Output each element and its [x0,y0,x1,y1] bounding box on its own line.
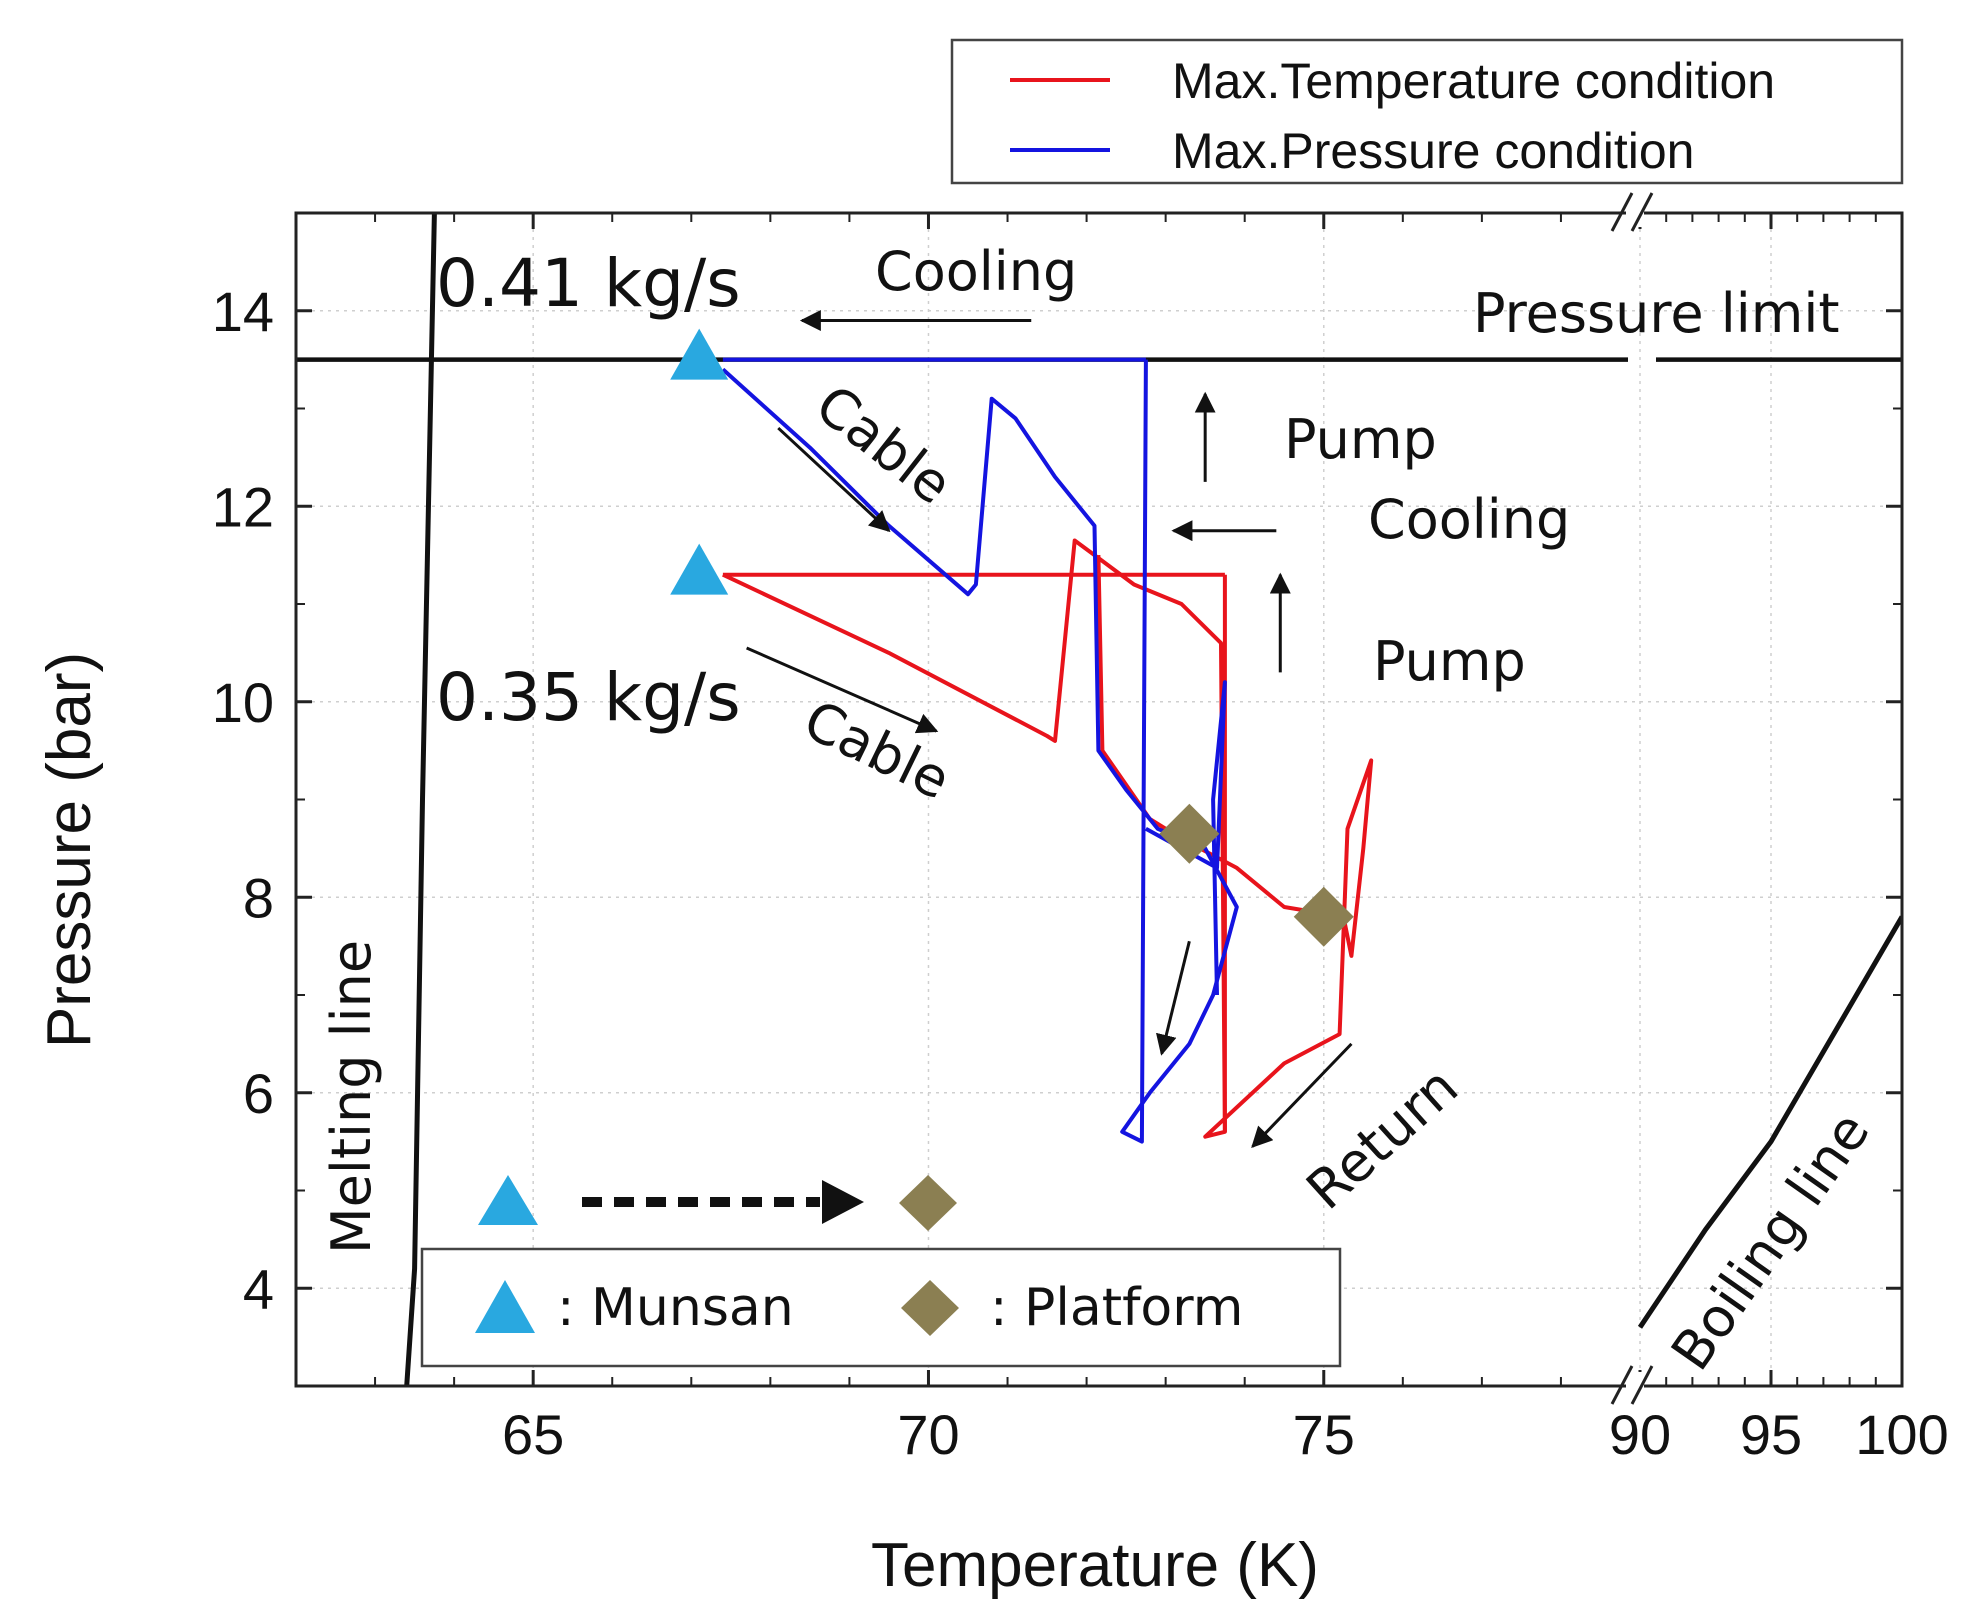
platform-marker [1159,803,1220,864]
series-pressure-line [721,359,1239,1144]
flow-rate-label-041: 0.41 kg/s [436,245,741,322]
boiling-line [1637,915,1902,1329]
y-tick-label: 14 [212,280,274,343]
plot-area-frame [294,211,1904,1388]
y-tick-label: 8 [243,866,274,929]
arrow-return [1251,1042,1353,1149]
legend-label-pressure: Max.Pressure condition [1172,123,1694,179]
key-flow-diamond-icon [899,1175,957,1231]
munsan-marker [670,328,729,380]
x-tick-label: 75 [1293,1403,1355,1466]
grid [296,213,1903,1386]
legend: Max.Temperature condition Max.Pressure c… [950,38,1904,185]
annotation-arrows [746,310,1353,1149]
legend-label-temperature: Max.Temperature condition [1172,53,1775,109]
y-tick-label: 4 [243,1257,274,1320]
key-munsan-triangle-icon [475,1280,535,1333]
arrow-cable-top [777,426,891,533]
x-tick-label: 70 [897,1403,959,1466]
y-tick-label: 6 [243,1062,274,1125]
marker-key-box [420,1247,1342,1368]
axis-break-top [1610,192,1654,232]
platform-marker [1293,886,1354,947]
y-axis-title: Pressure (bar) [35,652,104,1048]
flow-rate-label-035: 0.35 kg/s [436,659,741,736]
x-axis-title: Temperature (K) [871,1531,1319,1600]
key-munsan-label: : Munsan [557,1278,794,1338]
markers [670,328,1354,947]
pressure-limit-label: Pressure limit [1473,282,1840,345]
reference-lines [296,213,1902,1386]
return-label: Return [1295,1055,1470,1222]
y-tick-label: 12 [212,475,274,538]
pump-label-top: Pump [1284,408,1437,471]
cable-label-top: Cable [804,373,964,517]
series [721,357,1374,1144]
key-flow-arrowhead-icon [822,1180,864,1224]
melting-line-label: Melting line [320,940,383,1254]
cooling-label-top: Cooling [875,240,1077,303]
pump-label-mid: Pump [1373,630,1526,693]
key-platform-diamond-icon [901,1280,959,1336]
axis-break-bottom [1610,1365,1654,1405]
x-tick-label: 65 [502,1403,564,1466]
series-temperature-line [722,538,1374,1139]
munsan-marker [670,543,729,595]
marker-key: : Munsan : Platform [420,1175,1342,1368]
x-tick-label: 100 [1855,1403,1948,1466]
key-platform-label: : Platform [990,1278,1243,1338]
legend-box [950,38,1904,185]
x-tick-label: 95 [1740,1403,1802,1466]
arrow-cable-mid [746,646,939,734]
axis-ticks: 65 70 75 90 95 100 4 6 8 10 12 14 [212,212,1949,1466]
arrow-descent [1156,940,1191,1056]
x-tick-label: 90 [1609,1403,1671,1466]
y-tick-label: 10 [212,671,274,734]
cooling-label-mid: Cooling [1368,488,1570,551]
key-flow-triangle-icon [478,1175,538,1225]
melting-line [404,213,437,1386]
